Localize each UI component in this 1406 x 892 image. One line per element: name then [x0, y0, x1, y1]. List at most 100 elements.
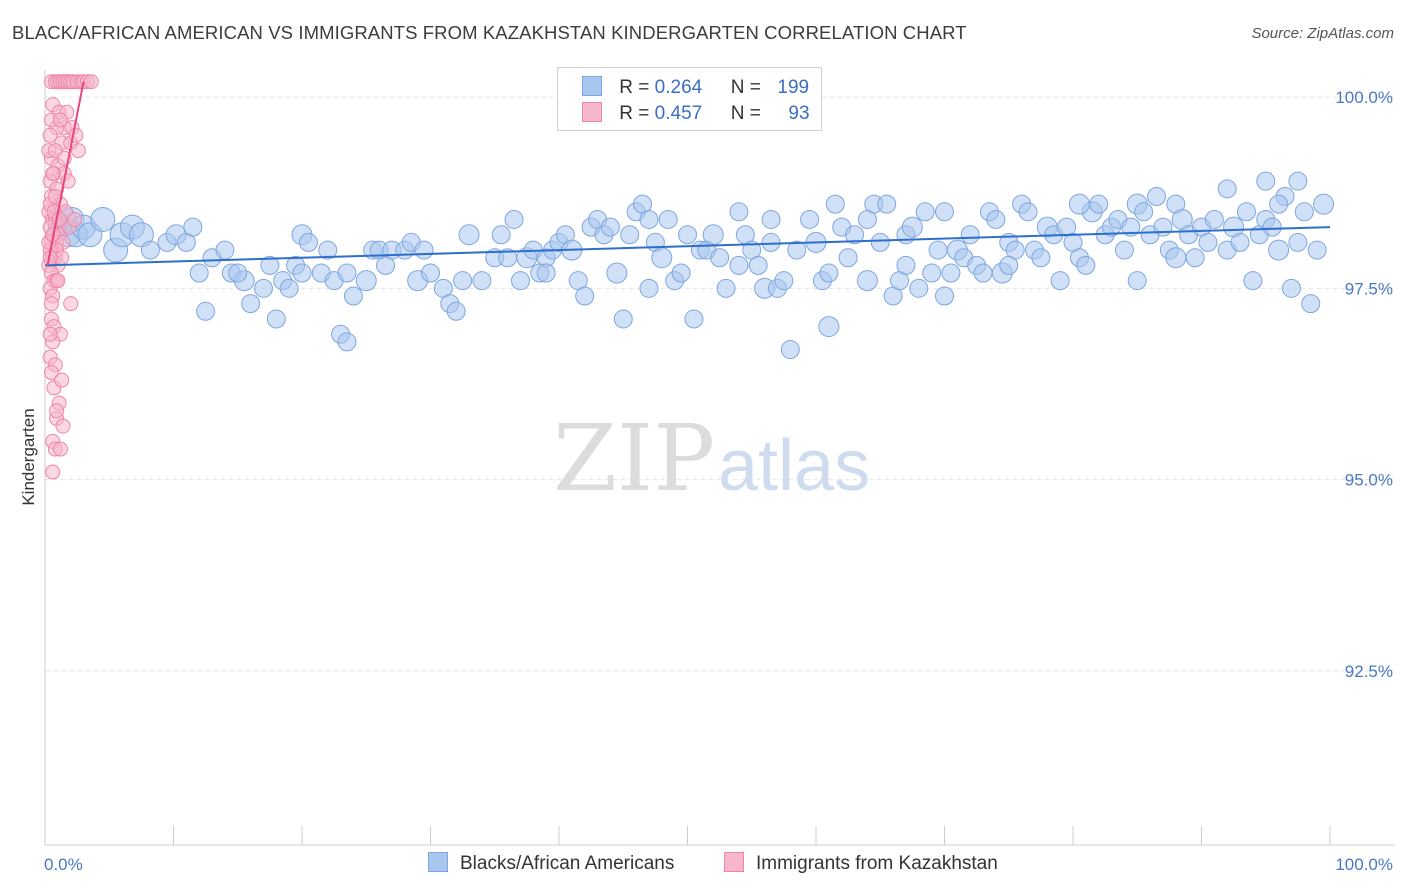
- blacks-point: [819, 263, 839, 283]
- blacks-point: [639, 278, 659, 298]
- blacks-point: [1262, 217, 1282, 237]
- kazakhstan-point: [45, 166, 61, 182]
- blacks-point: [838, 248, 858, 268]
- legend-r-value: 0.264: [654, 77, 703, 98]
- kazakhstan-point: [52, 112, 68, 128]
- blacks-point: [472, 271, 492, 291]
- blacks-point: [90, 206, 116, 232]
- blacks-point: [1307, 240, 1327, 260]
- blacks-point: [1236, 202, 1256, 222]
- blacks-point: [128, 222, 154, 248]
- kazakhstan-point: [70, 143, 86, 159]
- legend-swatch-pink: [582, 102, 602, 122]
- kazakhstan-point: [63, 296, 79, 312]
- x-tick-labels: 0.0% 100.0%: [44, 855, 1393, 874]
- y-tick-labels: 92.5% 95.0% 97.5% 100.0%: [1335, 88, 1393, 681]
- blacks-point: [761, 209, 781, 229]
- blacks-point: [253, 278, 273, 298]
- blacks-point: [678, 225, 697, 245]
- kazakhstan-point: [55, 418, 71, 434]
- blacks-point: [536, 263, 556, 283]
- blacks-point: [684, 309, 704, 329]
- blacks-point: [1217, 179, 1237, 199]
- y-tick-label: 97.5%: [1345, 279, 1393, 298]
- blacks-point: [671, 263, 691, 283]
- blacks-point: [1165, 247, 1187, 269]
- kazakhstan-point: [47, 188, 63, 204]
- y-tick-label: 100.0%: [1335, 88, 1393, 107]
- blacks-point: [1198, 232, 1218, 252]
- series-kazakhstan-points: [41, 74, 99, 480]
- blacks-point: [1076, 255, 1096, 275]
- trend-lines: [44, 81, 1331, 267]
- blacks-point: [909, 278, 929, 298]
- blacks-point: [1121, 217, 1141, 237]
- blacks-point: [1018, 202, 1038, 222]
- blacks-point: [1288, 232, 1308, 252]
- blacks-point: [973, 263, 993, 283]
- blacks-point: [600, 217, 620, 237]
- blacks-point: [421, 263, 440, 283]
- blacks-point: [658, 209, 678, 229]
- blacks-point: [825, 194, 845, 214]
- blacks-point: [458, 224, 480, 246]
- blacks-point: [228, 263, 248, 283]
- blacks-point: [729, 202, 749, 222]
- blacks-point: [901, 216, 923, 238]
- y-axis-label: Kindergarten: [19, 408, 38, 505]
- blacks-point: [140, 240, 160, 260]
- bottom-legend-kazakhstan: Immigrants from Kazakhstan: [724, 852, 998, 875]
- blacks-point: [748, 255, 768, 275]
- blacks-point: [729, 255, 749, 275]
- series-blacks-points: [47, 171, 1335, 360]
- bottom-legend-label-kazakhstan: Immigrants from Kazakhstan: [756, 853, 998, 874]
- blacks-trend-line: [44, 226, 1331, 267]
- x-tick-label: 0.0%: [44, 855, 83, 874]
- bottom-legend-swatch-pink: [724, 852, 744, 872]
- blacks-point: [1185, 248, 1205, 268]
- y-tick-label: 92.5%: [1345, 662, 1393, 681]
- blacks-point: [986, 209, 1006, 229]
- blacks-point: [1031, 248, 1051, 268]
- kazakhstan-point: [51, 211, 67, 227]
- blacks-point: [337, 263, 357, 283]
- blacks-point: [183, 217, 203, 237]
- blacks-point: [1294, 202, 1314, 222]
- legend-swatch-blue: [582, 76, 602, 96]
- source-label: Source: ZipAtlas.com: [1251, 25, 1394, 42]
- blacks-point: [446, 301, 466, 321]
- legend-n-label: N =: [730, 77, 767, 98]
- blacks-point: [1269, 194, 1289, 214]
- watermark-atlas: atlas: [718, 426, 870, 506]
- bottom-legend-blacks: Blacks/African Americans: [428, 852, 674, 875]
- blacks-point: [857, 209, 877, 229]
- watermark-zip: ZIP: [553, 405, 715, 512]
- blacks-point: [1288, 171, 1308, 191]
- blacks-point: [279, 278, 299, 298]
- blacks-point: [928, 240, 948, 260]
- bottom-legend-label-blacks: Blacks/African Americans: [460, 853, 675, 874]
- kazakhstan-point: [42, 127, 58, 143]
- kazakhstan-point: [49, 403, 65, 419]
- kazakhstan-point: [83, 74, 99, 90]
- blacks-point: [787, 240, 807, 260]
- legend-r-label: R =: [619, 103, 655, 124]
- chart-title: BLACK/AFRICAN AMERICAN VS IMMIGRANTS FRO…: [12, 22, 967, 43]
- blacks-point: [818, 316, 840, 338]
- legend-n-value: 199: [777, 77, 810, 98]
- blacks-point: [922, 263, 942, 283]
- blacks-point: [215, 240, 235, 260]
- blacks-point: [343, 286, 363, 306]
- blacks-point: [1147, 186, 1167, 206]
- blacks-point: [935, 286, 954, 306]
- blacks-point: [761, 232, 781, 252]
- blacks-point: [1230, 232, 1250, 252]
- blacks-point: [510, 271, 530, 291]
- legend-n-value: 93: [788, 103, 810, 124]
- blacks-point: [935, 202, 954, 222]
- legend-r-label: R =: [619, 77, 655, 98]
- blacks-point: [266, 309, 286, 329]
- blacks-point: [1114, 240, 1134, 260]
- legend-row-kazakhstan: R = 0.457 N = 93: [582, 102, 810, 126]
